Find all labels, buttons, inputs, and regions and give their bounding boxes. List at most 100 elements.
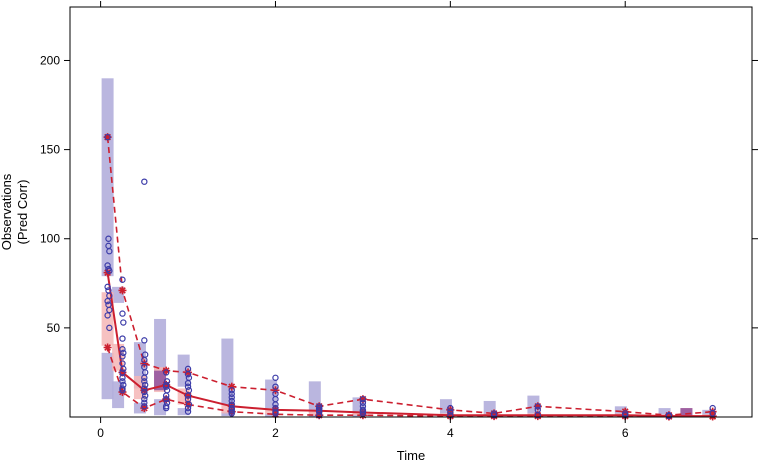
observation-point [162, 383, 170, 390]
y-tick-label: 150 [40, 143, 60, 157]
observation-point [272, 383, 279, 390]
p05-marker [140, 404, 149, 413]
observation-point [106, 267, 113, 275]
pi-overlap-band [680, 408, 693, 417]
observation-point [359, 399, 367, 406]
x-tick-label: 0 [97, 426, 104, 440]
observation-point [119, 310, 126, 317]
observed-p95-line [106, 137, 713, 417]
observation-point [141, 374, 148, 381]
p95-marker [118, 286, 127, 295]
observation-point [447, 404, 454, 412]
observation-point [272, 410, 279, 417]
observation-point [315, 412, 323, 419]
observation-point [141, 388, 148, 396]
y-tick-label: 100 [40, 232, 60, 246]
pi-lower-band [221, 411, 234, 417]
observation-point [359, 395, 367, 403]
pi-upper-band [154, 318, 167, 371]
observation-point [120, 349, 127, 357]
p95-marker [446, 405, 455, 414]
observation-point [272, 374, 279, 381]
observation-point [141, 395, 148, 403]
observation-point [104, 312, 111, 319]
observation-point [104, 283, 111, 291]
observation-point [228, 387, 235, 394]
observation-point [119, 378, 126, 385]
x-tick-label: 4 [447, 426, 454, 440]
observation-point [106, 306, 113, 314]
observation-point [184, 371, 192, 378]
observed-percentile-lines [103, 133, 717, 421]
y-tick-label: 50 [47, 321, 61, 335]
pi-lower-band [265, 413, 278, 417]
observation-point [162, 369, 170, 376]
axes: 0 2 4 6 50 100 150 200 [40, 1, 758, 440]
y-axis-label-line-2: (Pred Corr) [15, 179, 30, 244]
p05-marker [103, 343, 112, 352]
x-tick-label: 6 [622, 426, 629, 440]
pi-lower-band [154, 399, 167, 416]
observation-point [228, 394, 235, 401]
pi-upper-band [101, 78, 114, 277]
observation-point [184, 392, 192, 399]
observation-point [120, 319, 127, 326]
observation-point [184, 379, 192, 387]
observation-point [120, 365, 127, 373]
prediction-interval-bands [101, 78, 715, 417]
observation-point [162, 392, 170, 399]
observation-point [162, 404, 170, 412]
y-tick-label: 200 [40, 53, 60, 67]
observation-point [141, 381, 149, 389]
observation-point [272, 401, 279, 408]
observation-point [184, 404, 192, 412]
observation-point [141, 178, 148, 185]
observation-point [104, 133, 111, 141]
observation-point [534, 412, 541, 419]
pi-upper-band [702, 409, 715, 417]
observation-points [104, 133, 716, 420]
x-tick-label: 2 [272, 426, 279, 440]
pi-lower-band [101, 352, 114, 400]
observation-point [119, 374, 126, 381]
observation-point [709, 410, 716, 417]
observation-point [119, 276, 126, 283]
observation-point [534, 403, 541, 410]
observation-point [315, 408, 323, 415]
observation-point [119, 353, 126, 360]
observation-point [162, 395, 170, 403]
plot-frame [69, 6, 753, 418]
observation-point [119, 335, 126, 342]
pi-lower-band [308, 414, 321, 417]
observation-point [106, 248, 113, 255]
pi-median-band [265, 408, 278, 415]
x-axis-label: Time [397, 448, 425, 462]
observation-point [359, 410, 367, 417]
observation-point [447, 408, 454, 415]
y-axis-label-line-1: Observations [0, 173, 14, 250]
observation-point [141, 385, 148, 392]
observation-point [119, 387, 126, 394]
pi-lower-band [133, 402, 146, 414]
observation-point [141, 392, 149, 399]
observation-point [141, 399, 148, 406]
observed-median-line [106, 272, 713, 418]
observation-point [184, 383, 192, 390]
pi-upper-band [658, 408, 671, 417]
observation-point [104, 262, 111, 269]
pi-lower-band [177, 408, 190, 416]
observation-point [185, 401, 193, 408]
pi-median-band [221, 404, 234, 414]
observation-point [665, 412, 673, 420]
observation-point [228, 397, 235, 405]
observation-point [228, 410, 235, 417]
observation-point [184, 408, 192, 415]
observation-point [119, 346, 126, 353]
p95-marker [162, 366, 171, 375]
observation-point [141, 403, 148, 410]
observation-point [106, 324, 113, 332]
pi-median-band [352, 411, 365, 416]
observation-point [141, 356, 148, 364]
